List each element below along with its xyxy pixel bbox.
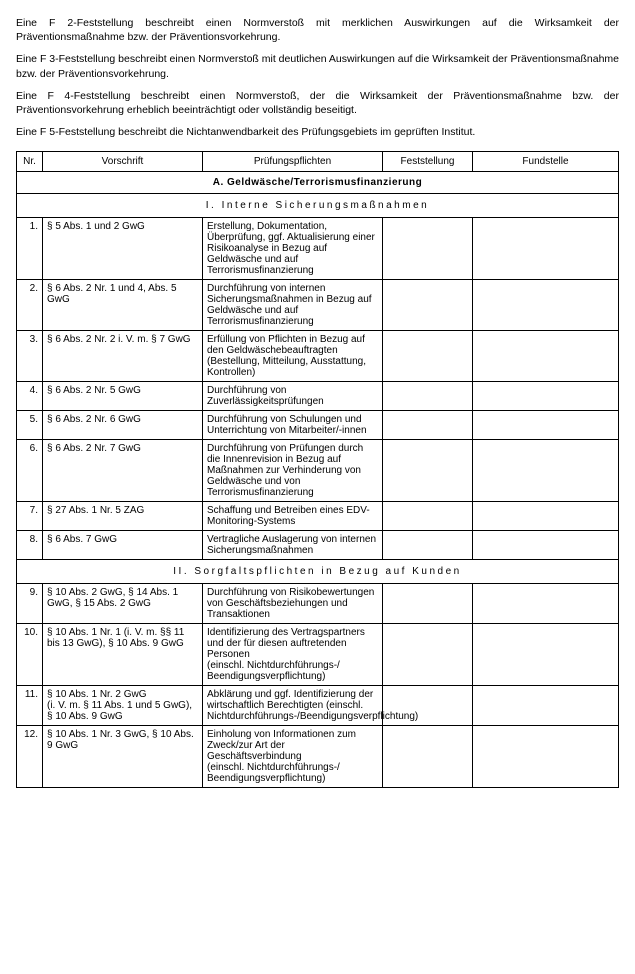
cell-fundstelle xyxy=(473,331,619,382)
cell-pflichten: Vertragliche Auslagerung von internen Si… xyxy=(203,531,383,560)
cell-vorschrift: § 6 Abs. 2 Nr. 6 GwG xyxy=(43,411,203,440)
cell-pflichten: Durchführung von internen Sicherungsmaßn… xyxy=(203,280,383,331)
cell-vorschrift: § 6 Abs. 2 Nr. 1 und 4, Abs. 5 GwG xyxy=(43,280,203,331)
cell-nr: 10. xyxy=(17,624,43,686)
header-pflichten: Prüfungspflichten xyxy=(203,152,383,172)
cell-fundstelle xyxy=(473,531,619,560)
cell-pflichten: Schaffung und Betreiben eines EDV-Monito… xyxy=(203,502,383,531)
cell-vorschrift: § 6 Abs. 2 Nr. 5 GwG xyxy=(43,382,203,411)
table-row: 12.§ 10 Abs. 1 Nr. 3 GwG, § 10 Abs. 9 Gw… xyxy=(17,726,619,788)
cell-feststellung xyxy=(383,531,473,560)
table-section-cell: I. Interne Sicherungsmaßnahmen xyxy=(17,194,619,218)
cell-feststellung xyxy=(383,726,473,788)
cell-nr: 6. xyxy=(17,440,43,502)
cell-pflichten: Abklärung und ggf. Identifizierung der w… xyxy=(203,686,383,726)
cell-vorschrift: § 10 Abs. 1 Nr. 2 GwG (i. V. m. § 11 Abs… xyxy=(43,686,203,726)
table-row: 11.§ 10 Abs. 1 Nr. 2 GwG (i. V. m. § 11 … xyxy=(17,686,619,726)
cell-pflichten: Erfüllung von Pflichten in Bezug auf den… xyxy=(203,331,383,382)
table-row: 9.§ 10 Abs. 2 GwG, § 14 Abs. 1 GwG, § 15… xyxy=(17,584,619,624)
cell-pflichten: Durchführung von Zuverlässigkeitsprüfung… xyxy=(203,382,383,411)
cell-feststellung xyxy=(383,624,473,686)
cell-fundstelle xyxy=(473,686,619,726)
table-row: 5.§ 6 Abs. 2 Nr. 6 GwGDurchführung von S… xyxy=(17,411,619,440)
cell-feststellung xyxy=(383,584,473,624)
cell-nr: 4. xyxy=(17,382,43,411)
cell-pflichten: Erstellung, Dokumentation, Überprüfung, … xyxy=(203,218,383,280)
cell-vorschrift: § 10 Abs. 1 Nr. 1 (i. V. m. §§ 11 bis 13… xyxy=(43,624,203,686)
table-section-row: II. Sorgfaltspflichten in Bezug auf Kund… xyxy=(17,560,619,584)
cell-fundstelle xyxy=(473,726,619,788)
cell-feststellung xyxy=(383,411,473,440)
cell-pflichten: Einholung von Informationen zum Zweck/zu… xyxy=(203,726,383,788)
table-section-cell: A. Geldwäsche/Terrorismusfinanzierung xyxy=(17,172,619,194)
cell-vorschrift: § 27 Abs. 1 Nr. 5 ZAG xyxy=(43,502,203,531)
header-nr: Nr. xyxy=(17,152,43,172)
pruefung-table: Nr. Vorschrift Prüfungspflichten Festste… xyxy=(16,151,619,788)
table-row: 3.§ 6 Abs. 2 Nr. 2 i. V. m. § 7 GwGErfül… xyxy=(17,331,619,382)
cell-pflichten: Durchführung von Schulungen und Unterric… xyxy=(203,411,383,440)
cell-vorschrift: § 5 Abs. 1 und 2 GwG xyxy=(43,218,203,280)
table-section-row: I. Interne Sicherungsmaßnahmen xyxy=(17,194,619,218)
cell-nr: 9. xyxy=(17,584,43,624)
table-section-cell: II. Sorgfaltspflichten in Bezug auf Kund… xyxy=(17,560,619,584)
cell-fundstelle xyxy=(473,624,619,686)
cell-nr: 7. xyxy=(17,502,43,531)
cell-vorschrift: § 6 Abs. 2 Nr. 7 GwG xyxy=(43,440,203,502)
table-row: 10.§ 10 Abs. 1 Nr. 1 (i. V. m. §§ 11 bis… xyxy=(17,624,619,686)
table-row: 8.§ 6 Abs. 7 GwGVertragliche Auslagerung… xyxy=(17,531,619,560)
table-row: 4.§ 6 Abs. 2 Nr. 5 GwGDurchführung von Z… xyxy=(17,382,619,411)
cell-fundstelle xyxy=(473,440,619,502)
cell-nr: 1. xyxy=(17,218,43,280)
cell-feststellung xyxy=(383,331,473,382)
cell-feststellung xyxy=(383,440,473,502)
table-body: A. Geldwäsche/TerrorismusfinanzierungI. … xyxy=(17,172,619,788)
intro-f2: Eine F 2-Feststellung beschreibt einen N… xyxy=(16,16,619,44)
table-row: 1.§ 5 Abs. 1 und 2 GwGErstellung, Dokume… xyxy=(17,218,619,280)
cell-nr: 2. xyxy=(17,280,43,331)
cell-nr: 3. xyxy=(17,331,43,382)
cell-feststellung xyxy=(383,382,473,411)
cell-fundstelle xyxy=(473,502,619,531)
table-row: 7.§ 27 Abs. 1 Nr. 5 ZAGSchaffung und Bet… xyxy=(17,502,619,531)
cell-vorschrift: § 6 Abs. 7 GwG xyxy=(43,531,203,560)
cell-fundstelle xyxy=(473,411,619,440)
cell-fundstelle xyxy=(473,584,619,624)
cell-vorschrift: § 6 Abs. 2 Nr. 2 i. V. m. § 7 GwG xyxy=(43,331,203,382)
intro-f4: Eine F 4-Feststellung beschreibt einen N… xyxy=(16,89,619,117)
cell-fundstelle xyxy=(473,382,619,411)
header-vorschrift: Vorschrift xyxy=(43,152,203,172)
cell-pflichten: Durchführung von Risikobewertungen von G… xyxy=(203,584,383,624)
table-row: 2.§ 6 Abs. 2 Nr. 1 und 4, Abs. 5 GwGDurc… xyxy=(17,280,619,331)
intro-f5: Eine F 5-Feststellung beschreibt die Nic… xyxy=(16,125,619,139)
table-header-row: Nr. Vorschrift Prüfungspflichten Festste… xyxy=(17,152,619,172)
header-feststellung: Feststellung xyxy=(383,152,473,172)
cell-fundstelle xyxy=(473,218,619,280)
cell-nr: 8. xyxy=(17,531,43,560)
header-fundstelle: Fundstelle xyxy=(473,152,619,172)
cell-nr: 11. xyxy=(17,686,43,726)
cell-feststellung xyxy=(383,502,473,531)
cell-nr: 12. xyxy=(17,726,43,788)
cell-pflichten: Durchführung von Prüfungen durch die Inn… xyxy=(203,440,383,502)
cell-vorschrift: § 10 Abs. 2 GwG, § 14 Abs. 1 GwG, § 15 A… xyxy=(43,584,203,624)
cell-vorschrift: § 10 Abs. 1 Nr. 3 GwG, § 10 Abs. 9 GwG xyxy=(43,726,203,788)
cell-nr: 5. xyxy=(17,411,43,440)
cell-feststellung xyxy=(383,280,473,331)
table-section-row: A. Geldwäsche/Terrorismusfinanzierung xyxy=(17,172,619,194)
cell-pflichten: Identifizierung des Vertragspartners und… xyxy=(203,624,383,686)
cell-feststellung xyxy=(383,218,473,280)
intro-f3: Eine F 3-Feststellung beschreibt einen N… xyxy=(16,52,619,80)
cell-fundstelle xyxy=(473,280,619,331)
table-row: 6.§ 6 Abs. 2 Nr. 7 GwGDurchführung von P… xyxy=(17,440,619,502)
